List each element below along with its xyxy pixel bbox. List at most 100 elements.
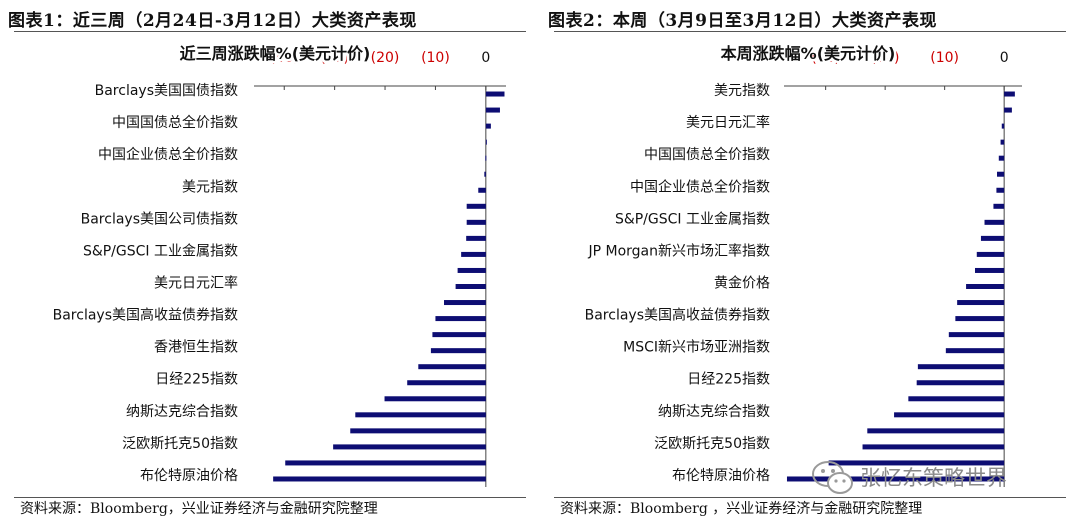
category-label: JP Morgan新兴市场汇率指数 — [587, 242, 770, 259]
category-label: S&P/GSCI 工业金属指数 — [83, 243, 238, 259]
category-label: 日经225指数 — [687, 372, 770, 388]
category-label: 中国企业债总全价指数 — [98, 146, 238, 163]
bar — [355, 412, 486, 418]
category-label: 中国国债总全价指数 — [112, 114, 238, 131]
bar — [466, 219, 486, 225]
left-bar-chart: (40) (30) (20) (10) 0 近三周涨跌幅%(美元计价) Barclays美国… — [53, 42, 506, 487]
watermark: 张忆东策略世界 — [810, 458, 1060, 498]
bar — [786, 476, 1005, 482]
bar — [1004, 91, 1015, 97]
category-label: 泛欧斯托克50指数 — [654, 436, 770, 452]
title-divider — [554, 31, 1066, 32]
bar — [998, 155, 1005, 161]
bar — [984, 219, 1005, 225]
bar — [285, 460, 486, 466]
chart-title: 本周涨跌幅%(美元计价) — [721, 44, 896, 63]
category-label: 纳斯达克综合指数 — [126, 404, 238, 420]
x-tick-label: (30) — [320, 50, 349, 66]
bar — [435, 316, 486, 322]
bar — [862, 444, 1005, 450]
bar — [997, 171, 1005, 177]
bar — [976, 251, 1005, 257]
category-label: Barclays美国高收益债券指数 — [585, 307, 770, 324]
bar — [418, 364, 486, 370]
category-label: 泛欧斯托克50指数 — [122, 436, 238, 452]
bar — [980, 235, 1005, 241]
figure-title: 图表1：近三周（2月24日-3月12日）大类资产表现 — [8, 11, 417, 31]
bar — [1000, 139, 1005, 145]
bar — [894, 412, 1005, 418]
category-label: 中国企业债总全价指数 — [630, 178, 770, 195]
bar — [908, 396, 1005, 402]
bar — [444, 300, 486, 306]
category-label: 香港恒生指数 — [154, 340, 238, 356]
right-figure-panel: 图表2：本周（3月9日至3月12日）大类资产表现 (30) (20) (10) 0 本周… — [540, 0, 1080, 524]
right-bar-chart: (30) (20) (10) 0 本周涨跌幅%(美元计价) 美元指数美元日元汇率中国国债总… — [585, 42, 1022, 487]
bar — [1001, 123, 1005, 129]
bar — [993, 203, 1005, 209]
source-note: 资料来源：Bloomberg ，兴业证券经济与金融研究院整理 — [560, 501, 923, 517]
title-divider — [14, 31, 526, 32]
bar — [384, 396, 486, 402]
category-label: 布伦特原油价格 — [140, 468, 238, 484]
bar — [966, 284, 1005, 289]
bar — [1004, 107, 1012, 113]
bar — [333, 444, 486, 450]
x-tick-label: (30) — [811, 50, 840, 66]
bar — [948, 332, 1005, 338]
footer-divider — [14, 497, 526, 498]
x-tick-label: 0 — [1000, 50, 1009, 66]
chart-title: 近三周涨跌幅%(美元计价) — [180, 44, 371, 63]
category-label: 中国国债总全价指数 — [644, 146, 770, 163]
bar — [455, 284, 486, 289]
bar — [996, 187, 1005, 193]
bar — [867, 428, 1005, 434]
bar — [478, 187, 486, 193]
category-label: 黄金价格 — [714, 275, 770, 292]
category-label: 纳斯达克综合指数 — [658, 404, 770, 420]
bar — [485, 139, 487, 145]
bar — [957, 300, 1005, 306]
category-label: 日经225指数 — [155, 372, 238, 388]
category-label: Barclays美国公司债指数 — [81, 211, 238, 227]
bar — [432, 332, 486, 338]
category-label: Barclays美国国债指数 — [95, 83, 238, 99]
bar — [466, 235, 486, 241]
x-tick-label: (20) — [371, 50, 400, 66]
x-tick-label: (10) — [930, 50, 959, 66]
bar — [485, 91, 505, 97]
bar — [917, 364, 1005, 370]
category-label: 美元指数 — [714, 83, 770, 99]
x-tick-label: (10) — [421, 50, 450, 66]
bar — [485, 107, 500, 113]
bar — [457, 267, 486, 273]
bar — [484, 171, 486, 177]
figure-title: 图表2：本周（3月9日至3月12日）大类资产表现 — [548, 11, 937, 31]
bar — [955, 316, 1005, 322]
bar — [485, 155, 487, 161]
bar — [974, 267, 1005, 273]
category-label: 美元指数 — [182, 179, 238, 195]
category-label: 布伦特原油价格 — [672, 468, 770, 484]
source-note: 资料来源：Bloomberg，兴业证券经济与金融研究院整理 — [20, 501, 378, 517]
bar — [461, 251, 486, 257]
wechat-icon — [812, 461, 853, 494]
category-label: 美元日元汇率 — [154, 275, 238, 292]
category-label: MSCI新兴市场亚洲指数 — [623, 339, 770, 356]
bar — [466, 203, 486, 209]
bar — [828, 460, 1005, 466]
category-label: Barclays美国高收益债券指数 — [53, 307, 238, 324]
x-tick-label: (40) — [270, 50, 299, 66]
bar — [350, 428, 486, 434]
bar — [485, 123, 491, 129]
bar — [430, 348, 486, 354]
bar — [945, 348, 1005, 354]
category-label: 美元日元汇率 — [686, 114, 770, 131]
bar — [916, 380, 1005, 386]
watermark-text: 张忆东策略世界 — [860, 466, 1007, 490]
x-tick-label: 0 — [481, 50, 490, 66]
bar — [273, 476, 486, 482]
x-tick-label: (20) — [871, 50, 900, 66]
bar — [407, 380, 486, 386]
left-figure-panel: 图表1：近三周（2月24日-3月12日）大类资产表现 (40) (30) (20)(… — [8, 11, 526, 517]
